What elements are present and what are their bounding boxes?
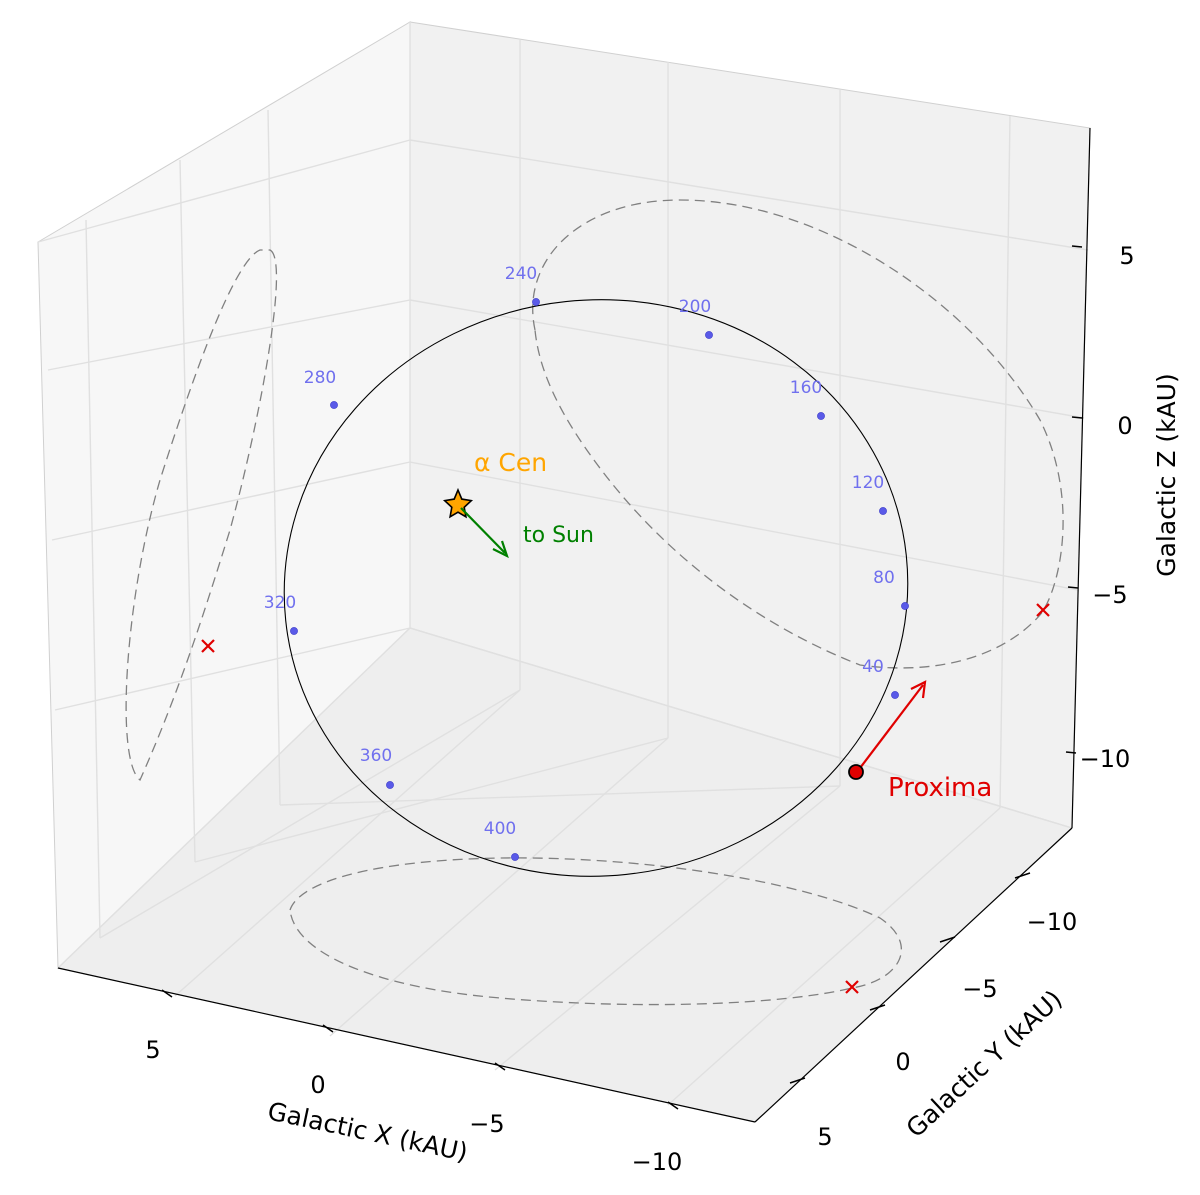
- z-tick-label: 5: [1119, 242, 1134, 270]
- orbit-time-dot: [511, 853, 519, 861]
- x-axis-label: Galactic X (kAU): [265, 1096, 470, 1167]
- orbit-time-dot: [386, 781, 394, 789]
- x-tick-label: −10: [632, 1148, 683, 1176]
- orbit-time-label: 320: [264, 593, 296, 613]
- orbit-time-dot: [901, 602, 909, 610]
- x-tick-label: −5: [469, 1110, 504, 1138]
- orbit-time-label: 80: [873, 568, 895, 588]
- proxima-orbit: [283, 299, 909, 877]
- orbit-time-markers: [290, 298, 909, 861]
- orbit-time-label: 360: [360, 746, 392, 766]
- alpha-cen-star-marker: [442, 487, 474, 519]
- tick-marks: [161, 245, 1083, 1110]
- orbit-projection-xy: [289, 857, 902, 1006]
- orbit-projection-xz: [532, 199, 1064, 669]
- x-axis-line: [57, 967, 756, 1123]
- orbit-time-label: 200: [679, 297, 711, 317]
- z-tick-label: 0: [1117, 412, 1132, 440]
- proxima-velocity-arrow: [856, 680, 927, 773]
- x-tick-label: 5: [145, 1036, 160, 1064]
- proxima-projection-marker: [201, 639, 215, 653]
- y-tick-label: 0: [895, 1048, 910, 1076]
- orbit-time-label: 120: [852, 473, 884, 493]
- orbit-time-label: 40: [862, 657, 884, 677]
- sun-direction-arrow: [460, 507, 509, 559]
- orbit-time-label: 160: [790, 378, 822, 398]
- x-tick-label: 0: [310, 1071, 325, 1099]
- z-tick-labels: 5 0 −5 −10: [1080, 242, 1135, 773]
- orbit-time-dot: [532, 298, 540, 306]
- y-axis-label: Galactic Y (kAU): [901, 984, 1068, 1143]
- x-tick-labels: 5 0 −5 −10: [145, 1036, 682, 1176]
- orbit-time-dot: [705, 331, 713, 339]
- orbit-projections: [125, 199, 1064, 1006]
- orbit-time-labels: 40 80 120 160 200 240 280 320 360 400: [264, 264, 895, 839]
- z-axis-label: Galactic Z (kAU): [1152, 373, 1181, 577]
- proxima-projection-marker: [845, 980, 859, 994]
- sun-direction-label: to Sun: [523, 523, 594, 548]
- orbit-time-label: 400: [484, 819, 516, 839]
- alpha-cen-label: α Cen: [474, 448, 547, 477]
- y-tick-label: −5: [962, 975, 997, 1003]
- z-tick-label: −10: [1080, 745, 1131, 773]
- orbit-projection-yz: [125, 249, 278, 782]
- proxima-projection-marker: [1036, 603, 1050, 617]
- z-axis-line: [1071, 127, 1091, 829]
- y-tick-label: 5: [817, 1123, 832, 1151]
- orbit-time-dot: [330, 401, 338, 409]
- orbit-time-dot: [290, 627, 298, 635]
- orbit-time-label: 240: [505, 264, 537, 284]
- proxima-label: Proxima: [888, 773, 992, 803]
- y-tick-label: −10: [1027, 908, 1078, 936]
- proxima-position-marker: [848, 764, 864, 780]
- projected-positions: [201, 603, 1050, 994]
- orbit-time-dot: [817, 412, 825, 420]
- y-tick-labels: −10 −5 0 5: [817, 908, 1077, 1151]
- grid-lines: [37, 22, 1089, 1106]
- z-tick-label: −5: [1092, 581, 1127, 609]
- orbit-time-dot: [891, 691, 899, 699]
- orbit-time-dot: [879, 507, 887, 515]
- orbit-time-label: 280: [304, 368, 336, 388]
